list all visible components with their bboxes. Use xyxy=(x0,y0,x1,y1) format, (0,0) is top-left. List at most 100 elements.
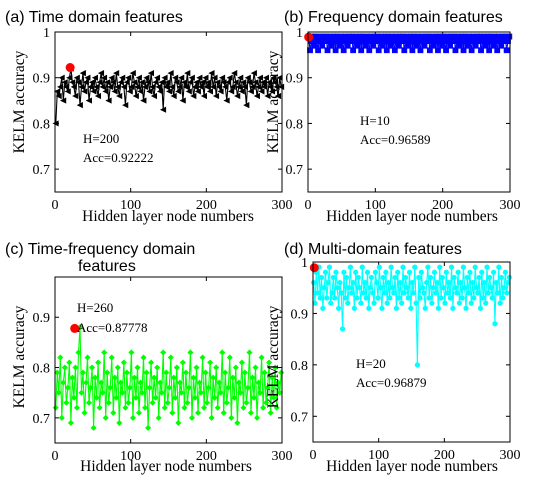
panel-d-data-point xyxy=(416,274,422,281)
panel-c-data-point xyxy=(257,389,264,396)
panel-d-data-point xyxy=(395,269,401,275)
panel-d-data-point xyxy=(472,264,478,270)
panel-c-data-point xyxy=(204,399,211,406)
panel-a-xtick-label: 0 xyxy=(52,198,59,213)
panel-b-data-point xyxy=(324,47,331,54)
panel-a-data-point xyxy=(134,83,141,90)
panel-d-data-point xyxy=(502,269,509,275)
panel-a-data-point xyxy=(164,79,171,86)
panel-c-data-point xyxy=(182,369,189,376)
panel-d-data-point xyxy=(492,321,498,327)
panel-c-data-point xyxy=(269,374,276,381)
panel-d-data-point xyxy=(490,269,497,275)
panel-a-data-point xyxy=(60,97,67,104)
panel-c-data-point xyxy=(219,349,226,356)
panel-c-series-line xyxy=(55,327,282,428)
panel-b-data-point xyxy=(366,47,373,54)
panel-d-data-point xyxy=(464,274,470,281)
panel-d-data-point xyxy=(506,274,512,281)
panel-d-data-point xyxy=(408,305,414,311)
panel-d-data-point xyxy=(339,326,346,332)
panel-d-data-point xyxy=(385,279,392,286)
panel-b-data-point xyxy=(340,47,347,54)
panel-d-data-point xyxy=(459,295,465,301)
panel-d-data-point xyxy=(481,279,487,286)
panel-d-data-point xyxy=(431,269,438,275)
panel-c-data-point xyxy=(84,354,91,361)
panel-c-yticks: 0.7 0.8 0.9 xyxy=(33,311,282,427)
panel-a-data-point xyxy=(178,74,185,81)
panel-c-data-point xyxy=(194,409,202,416)
panel-a-data-point xyxy=(253,92,260,100)
panel-a-data-point xyxy=(182,83,189,90)
panel-d-data-point xyxy=(417,295,423,301)
panel-c-data-point xyxy=(113,394,120,401)
panel-a-data-point xyxy=(277,83,285,90)
panel-a-data-point xyxy=(167,70,174,77)
panel-a-data-point xyxy=(87,83,94,90)
panel-c-data-point xyxy=(267,409,274,416)
panel-d-data-point xyxy=(337,279,343,286)
panel-c-data-point xyxy=(142,404,149,411)
panel-a-data-point xyxy=(61,79,68,86)
panel-d-data-point xyxy=(404,285,410,291)
panel-a-data-point xyxy=(141,83,148,90)
panel-d-data-point xyxy=(463,305,469,311)
panel-a-data-point xyxy=(181,79,188,86)
panel-a-data-point xyxy=(93,83,100,90)
panel-a-xtick-label: 100 xyxy=(120,198,141,213)
panel-a-data-point xyxy=(132,92,139,100)
panel-a-data-point xyxy=(274,92,282,100)
panel-a-data-point xyxy=(267,83,274,90)
panel-a-data-point xyxy=(190,92,197,100)
panel-c-data-point xyxy=(95,359,102,366)
panel-d-data-point xyxy=(445,290,451,296)
panel-a-data-point xyxy=(143,74,150,81)
panel-d-data-point xyxy=(384,300,390,306)
panel-c-data-point xyxy=(138,389,146,396)
panel-a-data-point xyxy=(156,88,164,95)
panel-a-data-point xyxy=(270,74,277,81)
panel-d-data-point xyxy=(379,305,385,311)
panel-a-data-point xyxy=(113,70,120,77)
panel-c-data-point xyxy=(58,414,65,421)
panel-a-data-point xyxy=(240,79,247,86)
panel-d-xtick-label: 300 xyxy=(500,448,521,463)
panel-d-data-point xyxy=(333,269,339,275)
panel-c-data-point xyxy=(216,379,223,386)
panel-d-xlabel: Hidden layer node numbers xyxy=(326,458,498,475)
panel-b-ytick-label: 0.7 xyxy=(286,163,304,178)
panel-c-data-point xyxy=(193,364,200,371)
panel-a-data-point xyxy=(161,74,168,81)
panel-c-data-point xyxy=(69,374,76,381)
panel-b-xtick-label: 100 xyxy=(365,198,386,213)
panel-d-data-point xyxy=(485,290,491,296)
panel-b-ylabel: KELM accuracy xyxy=(265,50,282,153)
panel-a: (a) Time domain features KELM accuracy H… xyxy=(5,9,293,225)
panel-a-data-point xyxy=(264,92,271,100)
panel-c-data-point xyxy=(199,354,206,361)
panel-d-data-point xyxy=(443,269,449,275)
panel-c-data-point xyxy=(250,394,258,401)
panel-d-data-point xyxy=(312,300,318,306)
panel-c-data-point xyxy=(196,379,203,386)
panel-c-data-point xyxy=(114,364,121,371)
panel-a-data-point xyxy=(252,79,259,86)
panel-a-data-point xyxy=(265,79,273,86)
panel-d-data-point xyxy=(325,279,331,286)
panel-c-data-point xyxy=(70,394,77,401)
panel-d-data-point xyxy=(402,274,409,281)
panel-a-data-point xyxy=(96,79,103,86)
panel-a-data-point xyxy=(103,79,111,86)
panel-d-ylabel: KELM accuracy xyxy=(265,305,282,408)
panel-d-data-point xyxy=(381,290,388,296)
panel-c-data-point xyxy=(89,364,96,371)
panel-b-data-point xyxy=(494,47,501,54)
panel-d-data-point xyxy=(441,285,447,291)
panel-c-data-point xyxy=(93,394,100,401)
panel-c-data-point xyxy=(169,409,176,416)
panel-d-data-point xyxy=(413,300,419,306)
panel-d-data-point xyxy=(454,290,460,296)
panel-c-data-point xyxy=(152,394,159,401)
panel-c-data-point xyxy=(160,349,167,356)
